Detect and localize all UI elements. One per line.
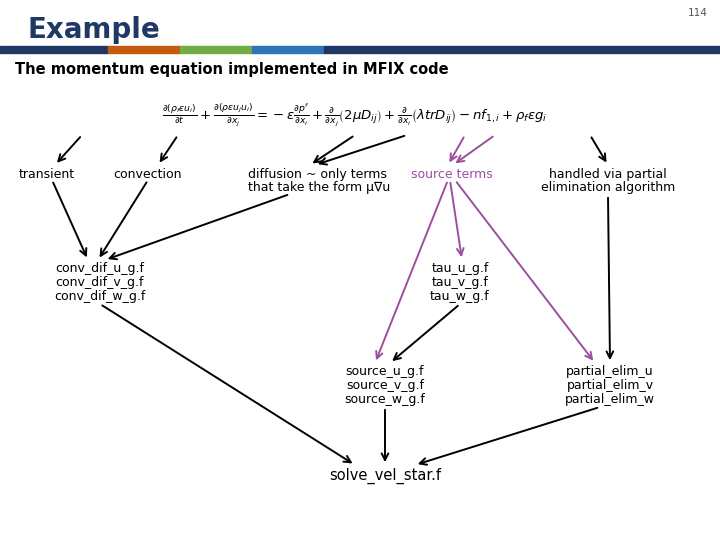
- Text: handled via partial: handled via partial: [549, 168, 667, 181]
- Text: convection: convection: [114, 168, 182, 181]
- Text: tau_w_g.f: tau_w_g.f: [430, 290, 490, 303]
- Bar: [108, 46, 180, 53]
- Bar: [0, 46, 108, 53]
- Text: source_w_g.f: source_w_g.f: [345, 393, 426, 406]
- Text: The momentum equation implemented in MFIX code: The momentum equation implemented in MFI…: [15, 62, 449, 77]
- Text: that take the form μ∇u: that take the form μ∇u: [248, 181, 390, 194]
- Text: source_v_g.f: source_v_g.f: [346, 379, 424, 392]
- Text: source_u_g.f: source_u_g.f: [346, 365, 424, 378]
- Text: conv_dif_u_g.f: conv_dif_u_g.f: [55, 262, 145, 275]
- Text: 114: 114: [688, 8, 708, 18]
- Text: solve_vel_star.f: solve_vel_star.f: [329, 468, 441, 484]
- Text: partial_elim_u: partial_elim_u: [566, 365, 654, 378]
- Text: $\frac{\partial(\rho_f \varepsilon u_i)}{\partial t}+ \frac{\partial(\rho\vareps: $\frac{\partial(\rho_f \varepsilon u_i)}…: [163, 102, 548, 129]
- Text: tau_u_g.f: tau_u_g.f: [431, 262, 489, 275]
- Bar: [180, 46, 252, 53]
- Text: Example: Example: [28, 16, 161, 44]
- Text: transient: transient: [19, 168, 75, 181]
- Bar: [324, 46, 720, 53]
- Bar: [252, 46, 324, 53]
- Text: conv_dif_w_g.f: conv_dif_w_g.f: [54, 290, 145, 303]
- Text: partial_elim_w: partial_elim_w: [565, 393, 655, 406]
- Text: tau_v_g.f: tau_v_g.f: [431, 276, 488, 289]
- Text: conv_dif_v_g.f: conv_dif_v_g.f: [55, 276, 144, 289]
- Text: diffusion ~ only terms: diffusion ~ only terms: [248, 168, 387, 181]
- Text: elimination algorithm: elimination algorithm: [541, 181, 675, 194]
- Text: partial_elim_v: partial_elim_v: [567, 379, 654, 392]
- Text: source terms: source terms: [411, 168, 493, 181]
